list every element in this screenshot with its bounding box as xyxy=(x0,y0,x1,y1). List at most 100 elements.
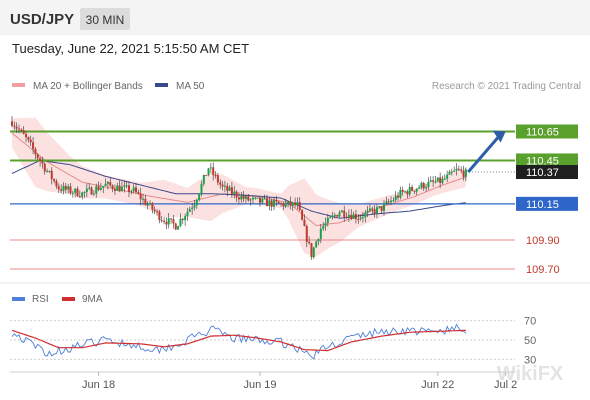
candle-body xyxy=(113,188,116,191)
projection-arrow xyxy=(467,130,506,173)
x-tick-label: Jun 22 xyxy=(421,379,454,391)
candle-body xyxy=(160,220,163,222)
candle-body xyxy=(90,187,93,195)
candle-body xyxy=(427,181,430,188)
rsi-ma-legend-label: 9MA xyxy=(82,294,103,305)
candle-body xyxy=(366,210,369,213)
level-109-70-label: 109.70 xyxy=(526,264,560,276)
candle-body xyxy=(258,197,261,203)
arrow-shaft xyxy=(467,134,501,173)
candle-body xyxy=(382,203,385,211)
level-110-45-label: 110.45 xyxy=(526,155,559,167)
level-109-90-label: 109.90 xyxy=(526,235,560,247)
candle-body xyxy=(142,198,145,200)
candle-body xyxy=(149,202,152,205)
candle-body xyxy=(223,185,226,187)
candle-body xyxy=(11,121,13,126)
candle-body xyxy=(289,201,292,206)
candle-body xyxy=(443,178,446,180)
candle-body xyxy=(464,169,467,177)
candle-body xyxy=(287,201,290,204)
candle-body xyxy=(144,198,147,205)
candle-body xyxy=(125,185,128,187)
candle-body xyxy=(43,163,46,172)
candle-body xyxy=(18,128,21,130)
candle-body xyxy=(455,168,458,171)
candle-body xyxy=(352,214,355,219)
candle-body xyxy=(301,209,304,220)
candle-body xyxy=(368,208,371,211)
candle-body xyxy=(99,187,102,190)
candle-body xyxy=(357,218,360,220)
candle-body xyxy=(429,180,432,182)
arrow-head xyxy=(492,130,506,143)
candle-body xyxy=(205,174,208,176)
timeframe-badge[interactable] xyxy=(80,8,130,30)
candle-body xyxy=(453,170,456,172)
candle-body xyxy=(22,130,25,135)
candle-body xyxy=(46,170,49,172)
candle-body xyxy=(434,181,437,183)
candle-body xyxy=(331,215,334,218)
candle-body xyxy=(282,203,285,207)
candle-body xyxy=(275,199,278,202)
candle-body xyxy=(102,186,105,188)
candle-body xyxy=(322,226,325,229)
candle-body xyxy=(404,191,407,193)
candle-body xyxy=(237,197,240,200)
candle-body xyxy=(48,170,51,172)
level-110-65-badge xyxy=(516,124,578,139)
candle-body xyxy=(118,185,121,192)
candle-body xyxy=(441,178,444,183)
candle-body xyxy=(460,169,463,171)
candle-body xyxy=(139,193,142,200)
candle-body xyxy=(385,201,388,204)
candle-body xyxy=(408,186,411,195)
candle-body xyxy=(338,212,341,217)
candle-body xyxy=(78,196,81,198)
candle-body xyxy=(303,219,306,227)
rsi-tick-label: 30 xyxy=(524,354,536,366)
candle-body xyxy=(432,180,435,182)
ma50-legend-swatch xyxy=(155,83,168,87)
candle-body xyxy=(71,192,74,194)
candle-body xyxy=(406,191,409,195)
candle-body xyxy=(120,186,123,192)
candle-body xyxy=(158,211,161,221)
candle-body xyxy=(411,186,414,191)
candle-body xyxy=(230,187,233,194)
candle-body xyxy=(345,216,348,218)
candle-body xyxy=(167,218,170,225)
candle-body xyxy=(305,226,308,242)
candle-body xyxy=(134,187,137,193)
candle-body xyxy=(413,190,416,192)
candle-body xyxy=(350,214,353,219)
candle-body xyxy=(177,226,180,230)
candle-body xyxy=(268,200,271,207)
candle-body xyxy=(111,185,114,189)
candle-body xyxy=(291,202,294,206)
rsi-tick-label: 70 xyxy=(524,316,536,328)
candle-body xyxy=(104,183,107,187)
candle-body xyxy=(375,207,378,214)
ma20-legend-swatch xyxy=(12,83,25,87)
candle-body xyxy=(436,177,439,182)
candle-body xyxy=(123,185,126,187)
candle-body xyxy=(457,168,460,170)
candle-body xyxy=(371,208,374,210)
candle-body xyxy=(95,186,98,194)
candle-body xyxy=(83,192,86,194)
candle-body xyxy=(240,196,243,200)
candle-body xyxy=(81,192,84,197)
candle-body xyxy=(261,198,264,203)
candle-body xyxy=(450,171,453,173)
candle-body xyxy=(319,228,322,239)
candle-body xyxy=(62,185,65,191)
level-110-37-label: 110.37 xyxy=(526,167,559,179)
candle-body xyxy=(312,247,315,258)
candle-body xyxy=(34,148,37,155)
candle-body xyxy=(329,217,332,219)
candle-body xyxy=(308,241,311,244)
ma20-legend-label: MA 20 + Bollinger Bands xyxy=(33,81,143,92)
